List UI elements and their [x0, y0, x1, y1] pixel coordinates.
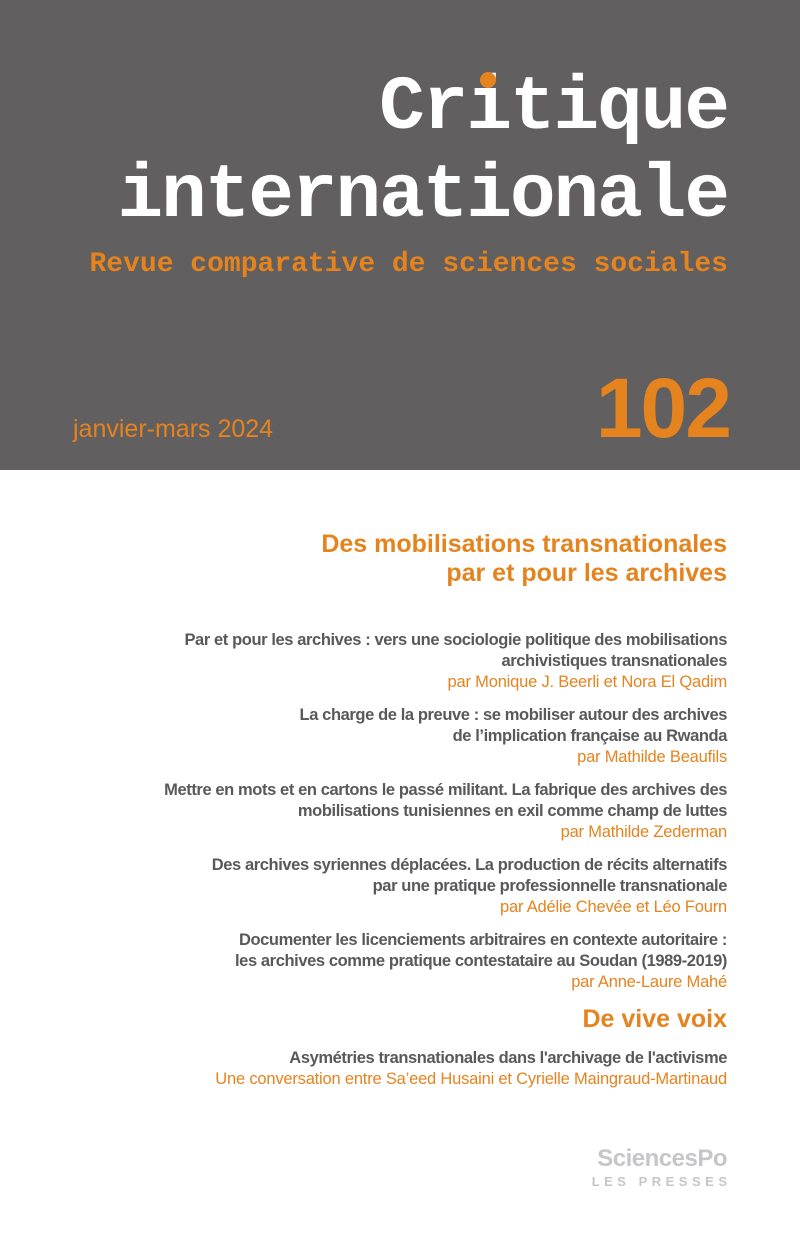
article-entry-4: Des archives syriennes déplacées. La pro… [40, 855, 728, 918]
article-title-line: par une pratique professionnelle transna… [372, 877, 728, 895]
journal-title: Critique internationale [0, 0, 800, 240]
publisher-imprint: LES PRESSES [591, 1174, 732, 1189]
conversation-entry: Asymétries transnationales dans l'archiv… [40, 1048, 727, 1090]
article-author: par Anne-Laure Mahé [571, 973, 727, 991]
article-entry-2: La charge de la preuve : se mobiliser au… [40, 705, 728, 768]
dossier-title: Des mobilisations transnationales par et… [40, 530, 727, 588]
conversation-title: Asymétries transnationales dans l'archiv… [289, 1049, 727, 1067]
article-author: par Mathilde Zederman [560, 823, 728, 841]
journal-subtitle: Revue comparative de sciences sociales [89, 249, 728, 280]
section-title-de-vive-voix: De vive voix [582, 1005, 727, 1033]
article-title-line: Par et pour les archives : vers une soci… [184, 631, 727, 649]
article-title-line: les archives comme pratique contestatair… [234, 952, 727, 970]
article-entry-1: Par et pour les archives : vers une soci… [40, 630, 727, 693]
article-title-line: Documenter les licenciements arbitraires… [238, 931, 727, 949]
journal-title-line-2: internationale [117, 153, 730, 239]
publisher-logo: SciencesPo LES PRESSES [40, 1145, 728, 1190]
dossier-title-line-1: Des mobilisations transnationales [321, 530, 727, 558]
conversation-byline: Une conversation entre Sa’eed Husaini et… [215, 1070, 727, 1088]
title-orange-dot-i: i [466, 65, 512, 151]
article-author: par Adélie Chevée et Léo Fourn [500, 898, 727, 916]
article-entry-3: Mettre en mots et en cartons le passé mi… [40, 780, 727, 843]
article-author: par Mathilde Beaufils [577, 748, 727, 766]
title-part-pre: Cr [379, 65, 468, 151]
article-title-line: mobilisations tunisiennes en exil comme … [297, 802, 728, 820]
article-title-line: La charge de la preuve : se mobiliser au… [299, 706, 728, 724]
title-part-post: tique [509, 65, 730, 151]
issue-number: 102 [595, 361, 732, 455]
article-title-line: archivistiques transnationales [501, 652, 727, 670]
article-title-line: Des archives syriennes déplacées. La pro… [211, 856, 728, 874]
issue-date: janvier-mars 2024 [73, 415, 274, 443]
masthead: Critique internationale Revue comparativ… [0, 0, 800, 470]
article-title-line: Mettre en mots et en cartons le passé mi… [164, 781, 727, 799]
article-author: par Monique J. Beerli et Nora El Qadim [447, 673, 728, 691]
issue-row: janvier-mars 2024 102 [73, 361, 732, 455]
table-of-contents: Des mobilisations transnationales par et… [0, 470, 800, 1189]
publisher-name: SciencesPo [597, 1145, 727, 1172]
article-title-line: de l’implication française au Rwanda [452, 727, 728, 745]
journal-title-line-1: Critique [0, 64, 730, 152]
article-entry-5: Documenter les licenciements arbitraires… [40, 930, 727, 993]
dossier-title-line-2: par et pour les archives [446, 559, 727, 587]
